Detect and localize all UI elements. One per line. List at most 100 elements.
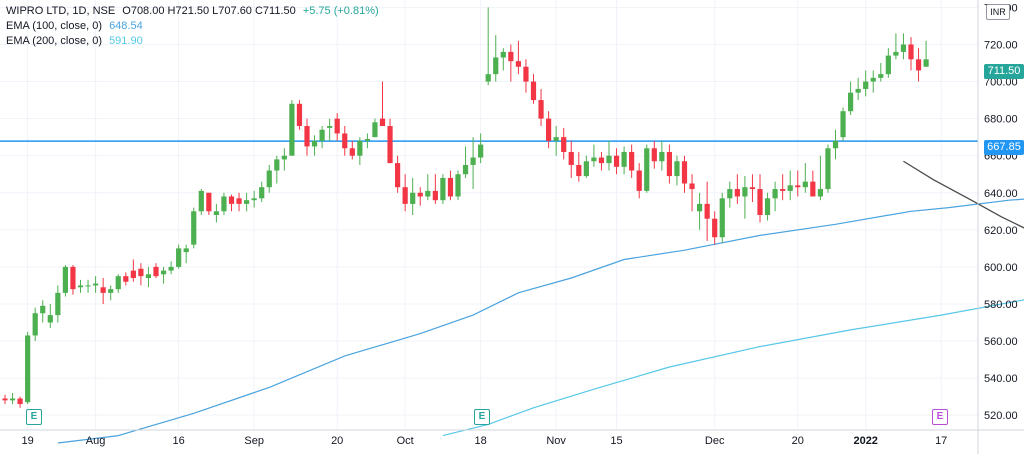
candle-body: [885, 55, 891, 75]
candle: [47, 303, 53, 329]
candle: [138, 263, 144, 286]
candle: [55, 285, 61, 323]
candle: [629, 144, 635, 178]
candle-body: [598, 157, 605, 164]
candle: [327, 118, 333, 141]
candle-body: [591, 157, 597, 162]
candle-body: [55, 292, 61, 316]
candle: [372, 118, 378, 138]
candle: [697, 192, 703, 230]
candle-body: [364, 139, 370, 141]
candle: [636, 163, 642, 199]
candle-body: [145, 274, 152, 279]
candle: [832, 129, 839, 160]
candle: [395, 155, 401, 193]
level-price-tag[interactable]: 667.85: [984, 140, 1024, 155]
ema200-label: EMA (200, close, 0): [6, 35, 102, 47]
candle-body: [621, 151, 627, 167]
candle: [160, 266, 167, 284]
candle: [251, 190, 257, 208]
candle-body: [183, 248, 189, 253]
currency-label[interactable]: INR: [986, 4, 1010, 20]
candle: [417, 187, 423, 206]
candle-body: [349, 148, 355, 156]
candle-body: [553, 137, 559, 141]
candle: [206, 192, 212, 215]
candle-body: [878, 74, 884, 78]
candle-body: [100, 287, 106, 293]
x-tick-label: 16: [173, 435, 185, 447]
candle-body: [651, 148, 657, 162]
legend-ema100-row[interactable]: EMA (100, close, 0) 648.54: [6, 19, 379, 34]
y-tick-label: 560.00: [984, 336, 1018, 348]
candle: [432, 174, 438, 204]
candle: [9, 392, 16, 405]
candle-body: [810, 181, 816, 197]
earnings-badge[interactable]: E: [474, 409, 490, 425]
x-tick-label: 20: [331, 435, 343, 447]
candle: [123, 272, 129, 286]
candle: [908, 37, 914, 71]
candle-body: [802, 181, 808, 188]
candle: [387, 118, 393, 164]
candle: [364, 133, 370, 149]
earnings-badge[interactable]: E: [26, 409, 42, 425]
candle: [885, 48, 891, 78]
candle-body: [681, 161, 688, 184]
candle: [870, 70, 876, 93]
candle-body: [636, 170, 642, 191]
candle: [289, 100, 295, 156]
candle-body: [402, 187, 408, 204]
candle-body: [817, 189, 823, 197]
candle: [523, 59, 529, 93]
candle: [727, 181, 733, 208]
ema100-line: [57, 198, 1024, 444]
candle: [666, 144, 672, 184]
legend-ema200-row[interactable]: EMA (200, close, 0) 591.90: [6, 34, 379, 49]
candle: [810, 170, 816, 197]
candle: [674, 155, 680, 186]
candle-body: [395, 163, 401, 188]
candle: [780, 174, 786, 201]
candle-body: [447, 177, 454, 197]
candle: [85, 279, 91, 293]
legend-ohlc: O708.00 H721.50 L707.60 C711.50: [122, 5, 296, 17]
candle: [342, 126, 348, 156]
candle: [311, 135, 318, 156]
chart-legend: WIPRO LTD, 1D, NSE O708.00 H721.50 L707.…: [6, 4, 379, 49]
candle-body: [523, 66, 529, 82]
candle-body: [160, 270, 167, 275]
candle-body: [108, 289, 114, 293]
candle: [621, 146, 627, 175]
candle: [923, 40, 929, 67]
candle: [795, 170, 801, 197]
candle-body: [493, 57, 499, 75]
x-tick-label: 20: [792, 435, 804, 447]
candle: [402, 174, 408, 212]
candle-body: [342, 133, 348, 149]
x-tick-label: Nov: [546, 435, 566, 447]
candle-body: [500, 51, 506, 58]
candle-body: [266, 170, 272, 188]
x-tick-label: 2022: [853, 435, 877, 447]
candle: [93, 276, 99, 293]
candle: [915, 48, 922, 82]
candle-body: [561, 137, 567, 152]
candle: [734, 174, 740, 204]
candle: [508, 44, 514, 82]
candle: [772, 181, 778, 212]
candle-body: [666, 151, 672, 177]
candle-body: [749, 187, 756, 190]
candle: [153, 263, 159, 279]
candle: [644, 144, 650, 193]
cup-curve-drawing[interactable]: [903, 137, 1024, 261]
candle-body: [274, 159, 280, 171]
candle-body: [281, 155, 287, 160]
candle: [183, 244, 189, 264]
earnings-badge[interactable]: E: [932, 409, 948, 425]
candle-body: [176, 248, 182, 267]
candle-body: [311, 140, 318, 147]
candle-body: [410, 192, 416, 204]
candle-body: [462, 164, 469, 175]
